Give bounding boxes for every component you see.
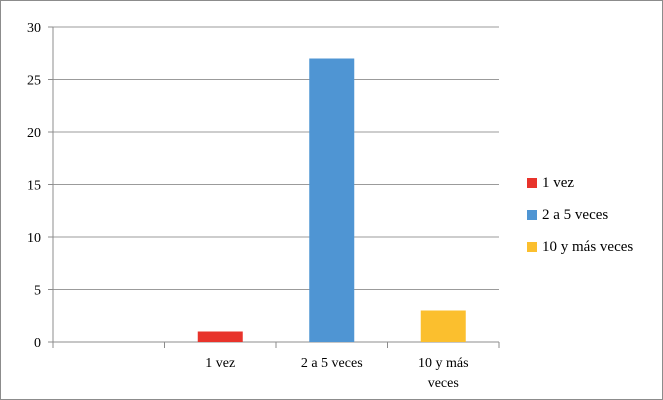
legend-item-2-a-5-veces: 2 a 5 veces <box>527 199 662 231</box>
x-tick-label-1-line-0: 1 vez <box>205 356 235 371</box>
chart-legend: 1 vez 2 a 5 veces 10 y más veces <box>527 167 662 263</box>
bar-2-a-5-veces <box>309 58 355 342</box>
legend-item-1-vez: 1 vez <box>527 167 662 199</box>
legend-swatch-1-vez <box>527 178 537 188</box>
x-tick-label-2-line-0: 2 a 5 veces <box>301 356 363 371</box>
legend-label-10-y-mas-veces: 10 y más veces <box>542 238 634 255</box>
bar-10-y-mas-veces <box>420 310 466 342</box>
y-tick-label-25: 25 <box>27 74 41 89</box>
bar-1-vez <box>197 331 243 342</box>
legend-label-1-vez: 1 vez <box>542 174 575 191</box>
legend-swatch-10-y-mas-veces <box>527 242 537 252</box>
legend-swatch-2-a-5-veces <box>527 210 537 220</box>
legend-label-2-a-5-veces: 2 a 5 veces <box>542 206 609 223</box>
y-tick-label-20: 20 <box>27 126 41 141</box>
x-tick-label-3-line-0: 10 y más <box>418 356 469 371</box>
y-tick-label-10: 10 <box>27 231 41 246</box>
y-tick-label-5: 5 <box>34 284 41 299</box>
y-tick-label-30: 30 <box>27 21 41 36</box>
legend-item-10-y-mas-veces: 10 y más veces <box>527 231 662 263</box>
x-tick-label-3-line-1: veces <box>428 376 459 391</box>
y-tick-label-15: 15 <box>27 179 41 194</box>
y-tick-label-0: 0 <box>34 336 41 351</box>
